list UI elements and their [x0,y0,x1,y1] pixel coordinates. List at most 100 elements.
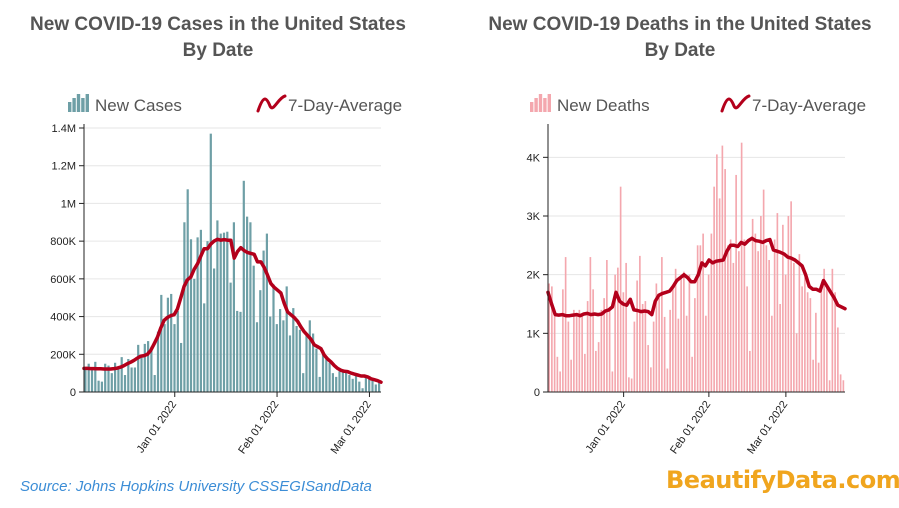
deaths-bar[interactable] [771,315,773,392]
deaths-bar[interactable] [782,224,784,392]
deaths-bar[interactable] [628,377,630,392]
deaths-bar[interactable] [768,260,770,392]
cases-bar[interactable] [302,373,305,392]
deaths-bar[interactable] [699,245,702,392]
cases-bar[interactable] [219,233,222,392]
deaths-bar[interactable] [551,286,553,392]
deaths-bar[interactable] [674,268,677,392]
deaths-bar[interactable] [707,274,710,392]
cases-bar[interactable] [97,380,100,392]
deaths-bar[interactable] [586,301,589,392]
cases-bar[interactable] [288,335,292,392]
cases-bar[interactable] [183,222,186,392]
deaths-average-line[interactable] [546,236,847,318]
cases-bar[interactable] [246,216,249,392]
deaths-bar[interactable] [685,315,688,392]
deaths-bar[interactable] [702,233,704,392]
deaths-bar[interactable] [564,257,567,392]
deaths-bar[interactable] [696,245,699,392]
deaths-bar[interactable] [589,257,592,392]
deaths-bar[interactable] [724,169,726,392]
deaths-bar[interactable] [694,298,696,392]
cases-bar[interactable] [378,381,381,392]
cases-bar[interactable] [173,324,176,392]
deaths-bar[interactable] [641,304,644,392]
deaths-bar[interactable] [820,289,823,392]
deaths-bar[interactable] [669,309,671,392]
deaths-bar[interactable] [765,245,768,392]
deaths-bar[interactable] [806,292,809,392]
deaths-bar[interactable] [743,239,746,392]
deaths-bar[interactable] [688,274,691,392]
cases-bar[interactable] [348,375,351,392]
deaths-bar[interactable] [683,271,685,392]
deaths-bar[interactable] [762,189,765,392]
cases-bar[interactable] [295,326,298,392]
cases-bar[interactable] [282,320,285,392]
deaths-bar[interactable] [603,298,605,392]
cases-bar[interactable] [338,371,341,392]
deaths-bar[interactable] [760,216,762,392]
cases-bar[interactable] [269,316,272,392]
deaths-bar[interactable] [592,289,594,392]
cases-bar[interactable] [189,239,193,392]
deaths-bar[interactable] [790,201,792,392]
deaths-bar[interactable] [831,268,834,392]
deaths-bar[interactable] [793,262,795,392]
deaths-bar[interactable] [556,356,559,392]
deaths-bar[interactable] [804,277,806,392]
cases-bar[interactable] [147,341,150,392]
cases-bar[interactable] [199,229,202,392]
deaths-bar[interactable] [828,380,831,392]
cases-bar[interactable] [298,329,301,392]
cases-bar[interactable] [345,370,348,392]
cases-bar[interactable] [156,331,160,392]
cases-bar[interactable] [209,133,212,392]
cases-bar[interactable] [186,189,189,392]
cases-bar[interactable] [143,343,146,392]
cases-bar[interactable] [285,286,288,392]
cases-bar[interactable] [120,357,123,392]
deaths-bar[interactable] [740,142,743,392]
deaths-bar[interactable] [575,312,578,392]
cases-bar[interactable] [100,381,103,392]
deaths-bar[interactable] [570,359,572,392]
deaths-bar[interactable] [636,280,638,392]
deaths-bar[interactable] [732,262,735,392]
deaths-bar[interactable] [573,309,575,392]
cases-bar[interactable] [150,346,153,392]
deaths-bar[interactable] [713,186,715,392]
deaths-bar[interactable] [672,286,674,392]
cases-bar[interactable] [265,233,268,392]
cases-bar[interactable] [305,335,308,392]
deaths-bar[interactable] [812,359,814,392]
cases-bar[interactable] [351,378,354,392]
cases-bar[interactable] [252,265,255,392]
cases-bar[interactable] [153,375,156,392]
cases-bar[interactable] [232,222,235,392]
cases-bar[interactable] [262,250,265,392]
cases-bar[interactable] [117,366,120,392]
cases-bar[interactable] [229,282,232,392]
cases-bar[interactable] [321,350,325,392]
cases-bar[interactable] [226,231,229,392]
deaths-bar[interactable] [658,298,660,392]
cases-bar[interactable] [354,373,358,392]
cases-bar[interactable] [222,232,226,392]
deaths-bar[interactable] [606,260,608,392]
cases-bar[interactable] [325,356,328,392]
deaths-bar[interactable] [655,283,658,392]
cases-bar[interactable] [166,297,169,392]
cases-bar[interactable] [123,375,127,392]
cases-bar[interactable] [160,294,163,392]
deaths-bar[interactable] [727,245,729,392]
cases-bar[interactable] [318,376,321,392]
deaths-bar[interactable] [839,374,842,392]
deaths-bar[interactable] [787,216,790,392]
deaths-bar[interactable] [776,213,779,392]
cases-bar[interactable] [368,375,371,392]
deaths-bar[interactable] [826,286,828,392]
deaths-bar[interactable] [647,345,649,392]
deaths-bar[interactable] [691,356,693,392]
deaths-bar[interactable] [823,268,825,392]
